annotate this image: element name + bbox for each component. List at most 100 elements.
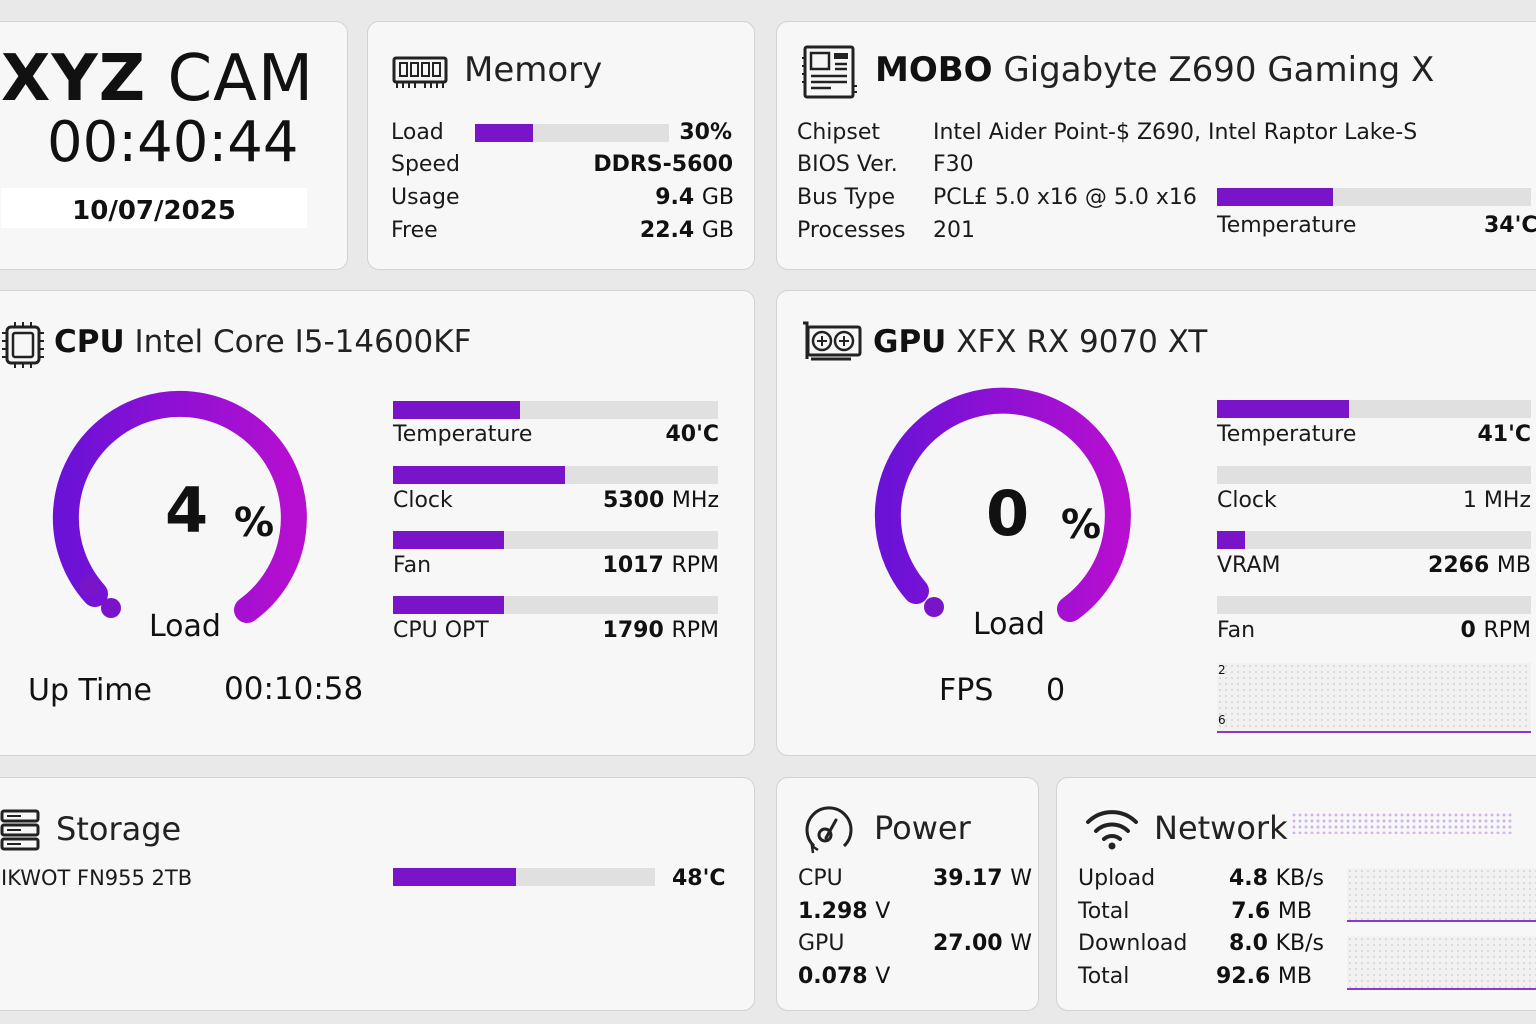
gpu-vram-label: VRAM [1217,553,1281,578]
mobo-bus-value: PCL£ 5.0 x16 @ 5.0 x16 [933,185,1197,210]
gpu-vram-number: 2266 [1428,553,1490,578]
date-text: 10/07/2025 [72,196,236,226]
memory-usage-label: Usage [391,185,460,210]
power-gpu-watts: 27.00 W [933,931,1032,956]
cpu-title: CPU Intel Core I5-14600KF [54,324,471,360]
gpu-fan-bar [1217,596,1531,614]
memory-free-number: 22.4 [639,218,695,243]
cpu-gauge-arc [52,390,307,623]
cpu-chip-icon [1,321,45,369]
network-download-label: Download [1078,931,1188,956]
power-gpu-volts: 0.078 V [798,964,890,989]
cpu-fan-number: 1017 [602,553,664,578]
wifi-icon [1085,808,1139,850]
network-upload-graph [1347,868,1536,922]
gpu-vram-value: 2266 MB [1377,553,1531,578]
power-gpu-volts-unit: V [875,964,891,989]
app-title-bold: XYZ [1,42,147,116]
gpu-gauge-dot [924,597,944,617]
gpu-clock-number: 1 [1462,488,1477,513]
network-total-down-value: 92.6 MB [1197,964,1312,989]
cpu-clock-label: Clock [393,488,453,513]
mobo-title-bold: MOBO [875,50,993,90]
memory-usage-value: 9.4 GB [568,185,734,210]
cpu-title-bold: CPU [54,324,125,360]
network-title: Network [1154,809,1288,847]
gpu-graph-top-label: 2 [1218,663,1226,677]
network-download-graph [1347,936,1536,990]
power-gauge-icon [802,802,856,856]
cpu-temp-value: 40'C [547,422,720,447]
cpu-load-gauge [52,390,307,623]
mobo-temp-label: Temperature [1217,213,1357,238]
mobo-panel: MOBO Gigabyte Z690 Gaming X Chipset Inte… [776,21,1536,270]
cpu-gauge-dot-1 [80,576,100,596]
cpu-fan-label: Fan [393,553,432,578]
gpu-temp-bar [1217,400,1531,418]
cpu-clock-fill [393,466,566,484]
cpu-fan-unit: RPM [671,553,719,578]
network-total-down-label: Total [1078,964,1130,989]
gpu-clock-bar [1217,466,1531,484]
memory-speed-value: DDRS-5600 [593,152,733,177]
network-total-up-label: Total [1078,899,1130,924]
gpu-fan-unit: RPM [1483,618,1531,643]
cpu-fan-bar [393,531,718,549]
cpu-opt-fill [393,596,504,614]
memory-panel: Memory Load 30% Speed DDRS-5600 Usage 9.… [367,21,755,270]
network-upload-number: 4.8 [1228,866,1268,891]
mobo-processes-label: Processes [797,218,906,243]
network-total-up-unit: MB [1277,899,1312,924]
memory-free-label: Free [391,218,438,243]
power-cpu-volts-unit: V [875,899,891,924]
mobo-title: MOBO Gigabyte Z690 Gaming X [875,50,1434,90]
power-cpu-volts: 1.298 V [798,899,890,924]
ram-icon [392,54,448,92]
power-cpu-watts: 39.17 W [933,866,1032,891]
power-cpu-label: CPU [798,866,843,891]
gpu-title-bold: GPU [873,324,947,360]
cpu-temp-number: 40'C [665,422,720,447]
network-total-up-number: 7.6 [1231,899,1271,924]
memory-load-value: 30% [679,120,732,145]
cpu-gauge-dot-2 [101,598,121,618]
gpu-vram-fill [1217,531,1246,549]
cpu-load-value: 4 [165,474,209,547]
gpu-gauge-arc [874,387,1131,622]
gpu-fan-number: 0 [1460,618,1476,643]
cpu-fan-value: 1017 RPM [547,553,719,578]
cpu-load-label: Load [149,609,221,644]
clock-panel: XYZ CAM 00:40:44 10/07/2025 [0,21,348,270]
cpu-temp-fill [393,401,520,419]
gpu-temp-value: 41'C [1377,422,1532,447]
memory-free-value: 22.4 GB [568,218,734,243]
cpu-load-percent: % [234,500,275,546]
network-download-value: 8.0 KB/s [1197,931,1324,956]
cpu-temp-label: Temperature [393,422,533,447]
network-panel: Network Upload 4.8 KB/s Total 7.6 MB Dow… [1056,777,1536,1011]
storage-title: Storage [56,810,182,848]
gpu-load-value: 0 [986,477,1030,550]
memory-usage-number: 9.4 [655,185,695,210]
gpu-history-graph [1217,663,1531,733]
cpu-clock-value: 5300 MHz [547,488,719,513]
gpu-load-label: Load [973,607,1045,642]
network-total-up-value: 7.6 MB [1197,899,1312,924]
mobo-processes-value: 201 [933,218,975,243]
fps-value: 0 [1046,673,1066,708]
power-gpu-watts-unit: W [1010,931,1033,956]
cpu-clock-unit: MHz [671,488,719,513]
gpu-fan-label: Fan [1217,618,1256,643]
app-title: XYZ CAM [1,42,314,116]
network-upload-value: 4.8 KB/s [1197,866,1324,891]
memory-load-fill [475,124,534,142]
network-total-down-number: 92.6 [1215,964,1271,989]
network-upload-unit: KB/s [1275,866,1324,891]
storage-temp-value: 48'C [672,866,726,891]
cpu-clock-bar [393,466,718,484]
cpu-opt-number: 1790 [602,618,664,643]
power-gpu-label: GPU [798,931,845,956]
cpu-clock-number: 5300 [603,488,665,513]
uptime-value: 00:10:58 [224,671,364,707]
storage-temp-bar [393,868,655,886]
